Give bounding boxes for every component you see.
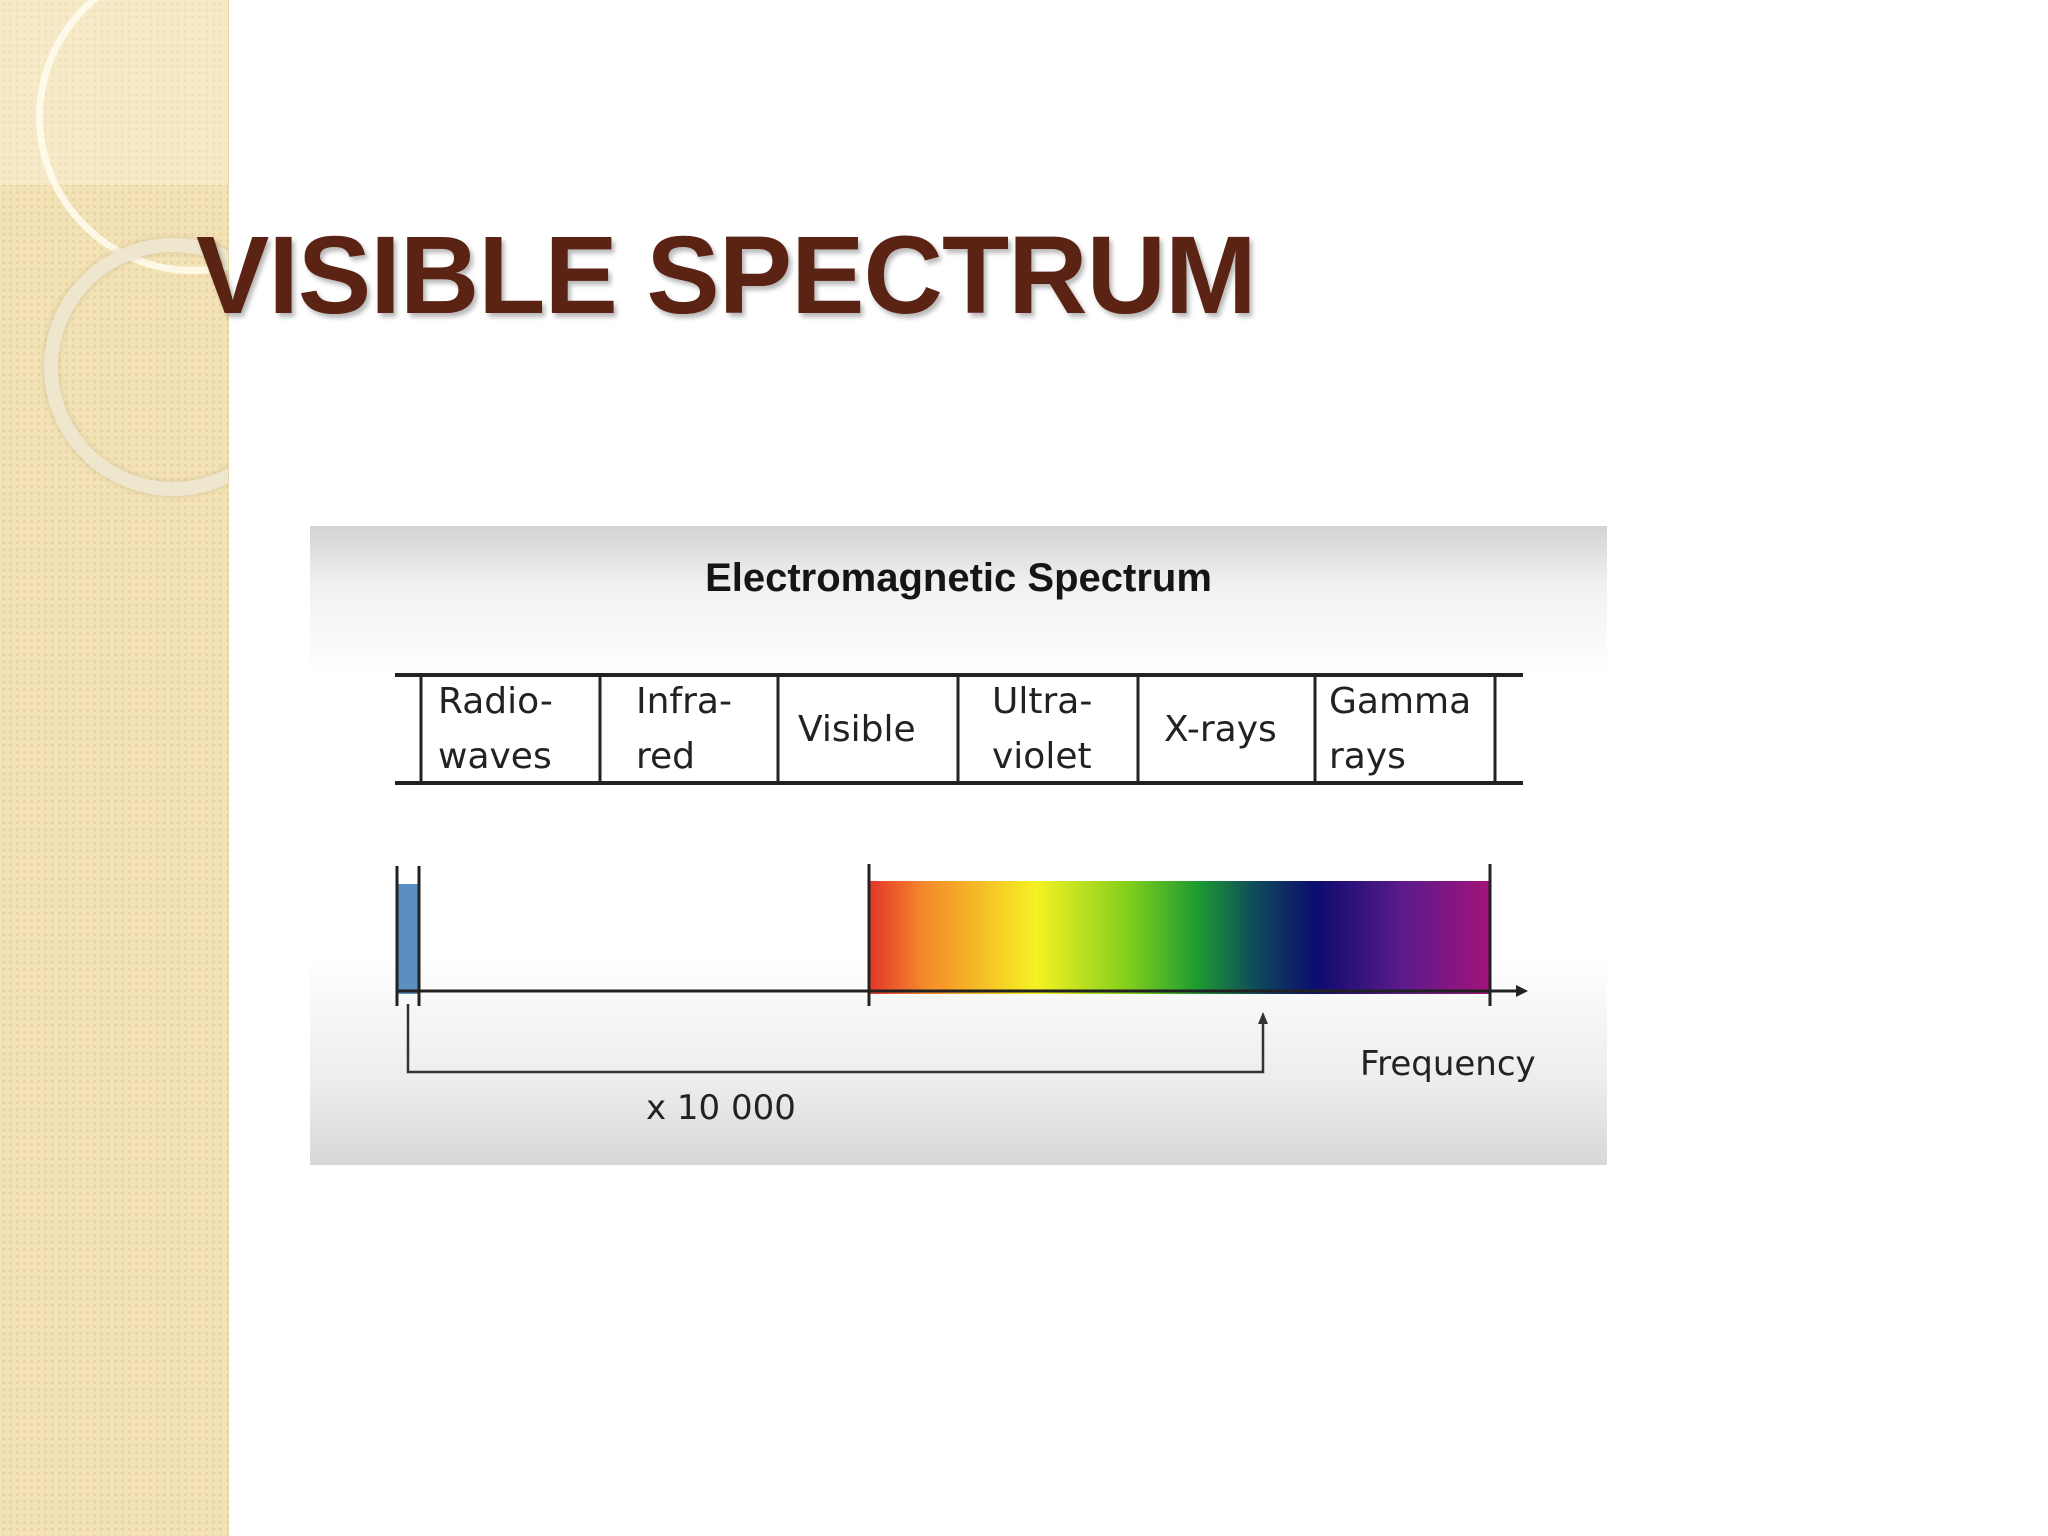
band-label-line: X-rays bbox=[1164, 709, 1277, 750]
band-label-x-rays: X-rays bbox=[1164, 702, 1277, 757]
band-label-visible: Visible bbox=[798, 702, 916, 757]
frequency-axis-label: Frequency bbox=[1360, 1044, 1536, 1084]
frequency-axis-arrowhead bbox=[1516, 985, 1528, 997]
visible-spectrum-gradient bbox=[869, 881, 1490, 994]
spectrum-diagram bbox=[395, 673, 1528, 1074]
multiplier-bracket-arrowhead bbox=[1258, 1012, 1268, 1024]
band-label-ultraviolet: Ultra- violet bbox=[992, 674, 1092, 784]
band-label-line: rays bbox=[1329, 736, 1406, 777]
decorative-side-strip bbox=[0, 0, 229, 1536]
multiplier-label: x 10 000 bbox=[646, 1088, 796, 1128]
slide-title: VISIBLE SPECTRUM bbox=[196, 214, 1257, 337]
figure-title: Electromagnetic Spectrum bbox=[705, 556, 1212, 600]
band-label-line: Radio- bbox=[438, 681, 553, 722]
band-label-line: red bbox=[636, 736, 696, 777]
band-label-gamma-rays: Gamma rays bbox=[1329, 674, 1471, 784]
band-label-line: Infra- bbox=[636, 681, 732, 722]
band-label-line: Gamma bbox=[1329, 681, 1472, 722]
band-label-line: Visible bbox=[798, 709, 916, 750]
radio-band-bar bbox=[397, 884, 419, 994]
band-label-radio-waves: Radio- waves bbox=[438, 674, 553, 784]
em-spectrum-figure: Electromagnetic Spectrum bbox=[310, 526, 1607, 1165]
multiplier-bracket bbox=[406, 1004, 1265, 1074]
band-label-line: waves bbox=[438, 736, 552, 777]
band-label-infrared: Infra- red bbox=[636, 674, 732, 784]
band-label-line: violet bbox=[992, 736, 1092, 777]
band-label-line: Ultra- bbox=[992, 681, 1093, 722]
